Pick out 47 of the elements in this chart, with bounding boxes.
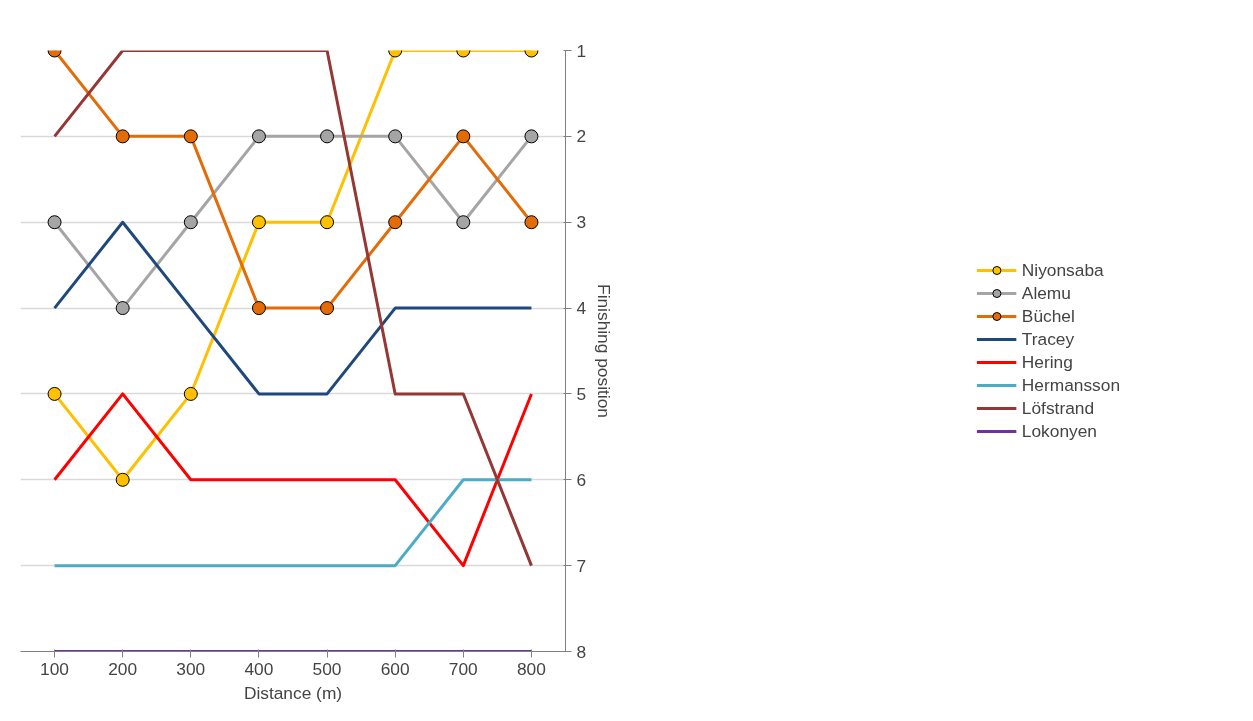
x-tick-label: 200 [108,658,138,679]
legend-label: Büchel [1021,305,1075,327]
y-tick-label: 7 [576,555,587,576]
point [456,129,471,144]
y-tick-label: 6 [576,469,587,490]
legend-label: Niyonsaba [1021,259,1104,281]
point [183,386,198,401]
point [320,301,335,316]
legend-label: Hermansson [1021,374,1121,396]
point [388,129,403,144]
x-axis-title: Distance (m) [243,682,343,703]
y-tick-label: 1 [576,40,587,61]
point [320,129,335,144]
point [524,129,539,144]
y-tick-label: 2 [576,126,587,147]
legend-label: Alemu [1021,282,1071,304]
x-tick-label: 100 [40,658,70,679]
legend-label: Hering [1021,351,1073,373]
legend-label: Lokonyen [1021,420,1097,442]
legend-label: Tracey [1021,328,1075,350]
point [115,129,130,144]
x-tick-label: 800 [516,658,546,679]
point [388,215,403,230]
point [183,215,198,230]
y-tick-label: 5 [576,383,587,404]
point [47,386,62,401]
legend-label: Löfstrand [1021,397,1095,419]
point [47,215,62,230]
line-series [53,50,533,568]
point [320,215,335,230]
point [456,215,471,230]
x-tick-label: 400 [244,658,274,679]
y-tick-label: 3 [576,212,587,233]
x-tick-label: 300 [176,658,206,679]
point [115,472,130,487]
point [251,129,266,144]
point [251,301,266,316]
y-tick-label: 8 [576,641,587,662]
point [251,215,266,230]
x-tick-label: 600 [380,658,410,679]
y-axis-title: Finishing position [594,284,615,418]
x-tick-label: 700 [448,658,478,679]
x-tick-label: 500 [312,658,342,679]
y-tick-label: 4 [576,298,587,319]
point [115,301,130,316]
point [183,129,198,144]
point [524,215,539,230]
